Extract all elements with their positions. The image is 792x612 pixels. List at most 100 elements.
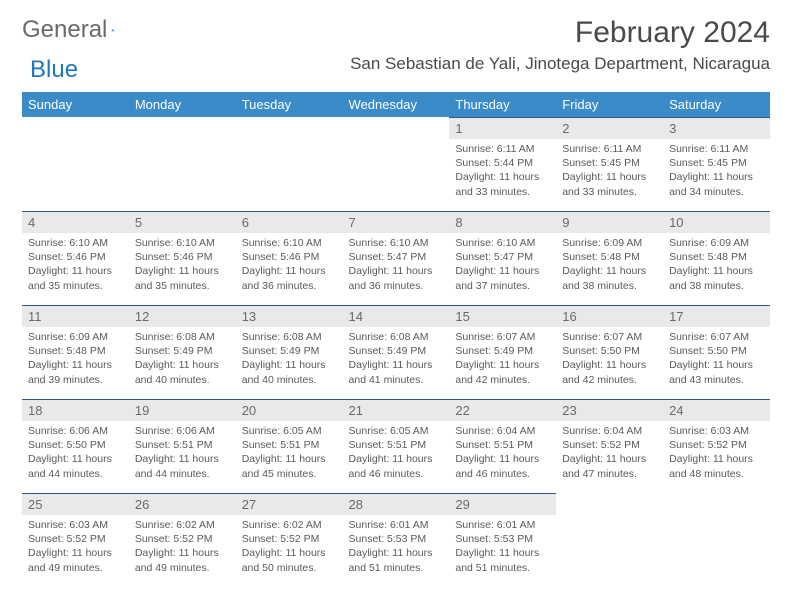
calendar-week-row: 25Sunrise: 6:03 AMSunset: 5:52 PMDayligh… — [22, 493, 770, 587]
calendar-day-cell: 10Sunrise: 6:09 AMSunset: 5:48 PMDayligh… — [663, 211, 770, 305]
daylight-line: Daylight: 11 hours and 43 minutes. — [669, 358, 764, 386]
sunrise-line: Sunrise: 6:10 AM — [455, 236, 550, 250]
calendar-day-cell: 13Sunrise: 6:08 AMSunset: 5:49 PMDayligh… — [236, 305, 343, 399]
calendar-day-cell: 19Sunrise: 6:06 AMSunset: 5:51 PMDayligh… — [129, 399, 236, 493]
daylight-line: Daylight: 11 hours and 33 minutes. — [455, 170, 550, 198]
calendar-day-cell: 7Sunrise: 6:10 AMSunset: 5:47 PMDaylight… — [343, 211, 450, 305]
calendar-day-cell: 21 Sunrise: 6:05 AMSunset: 5:51 PMDayligh… — [343, 399, 450, 493]
sunrise-line: Sunrise: 6:10 AM — [242, 236, 337, 250]
sunrise-line: Sunrise: 6:01 AM — [349, 518, 444, 532]
day-number: 25 — [22, 493, 129, 515]
sunset-line: Sunset: 5:50 PM — [28, 438, 123, 452]
sunset-line: Sunset: 5:46 PM — [242, 250, 337, 264]
sunrise-line: Sunrise: 6:06 AM — [135, 424, 230, 438]
day-number: 3 — [663, 117, 770, 139]
calendar-day-cell: 24Sunrise: 6:03 AMSunset: 5:52 PMDayligh… — [663, 399, 770, 493]
calendar-day-cell: 22Sunrise: 6:04 AMSunset: 5:51 PMDayligh… — [449, 399, 556, 493]
sunset-line: Sunset: 5:48 PM — [562, 250, 657, 264]
sunset-line: Sunset: 5:50 PM — [562, 344, 657, 358]
sunset-line: Sunset: 5:44 PM — [455, 156, 550, 170]
day-number: 13 — [236, 305, 343, 327]
daylight-line: Daylight: 11 hours and 51 minutes. — [349, 546, 444, 574]
calendar-day-cell: 2Sunrise: 6:11 AMSunset: 5:45 PMDaylight… — [556, 117, 663, 211]
daylight-line: Daylight: 11 hours and 38 minutes. — [669, 264, 764, 292]
sunrise-line: Sunrise: 6:05 AM — [349, 424, 444, 438]
day-content: Sunrise: 6:09 AMSunset: 5:48 PMDaylight:… — [22, 327, 129, 390]
day-number: 10 — [663, 211, 770, 233]
sunrise-line: Sunrise: 6:02 AM — [242, 518, 337, 532]
sunset-line: Sunset: 5:50 PM — [669, 344, 764, 358]
sunrise-line: Sunrise: 6:10 AM — [135, 236, 230, 250]
sunset-line: Sunset: 5:45 PM — [562, 156, 657, 170]
day-number: 15 — [449, 305, 556, 327]
sunset-line: Sunset: 5:49 PM — [135, 344, 230, 358]
sunset-line: Sunset: 5:47 PM — [455, 250, 550, 264]
calendar-day-cell: 3Sunrise: 6:11 AMSunset: 5:45 PMDaylight… — [663, 117, 770, 211]
daylight-line: Daylight: 11 hours and 35 minutes. — [28, 264, 123, 292]
sunset-line: Sunset: 5:49 PM — [242, 344, 337, 358]
sunset-line: Sunset: 5:49 PM — [349, 344, 444, 358]
day-content: Sunrise: 6:08 AMSunset: 5:49 PMDaylight:… — [343, 327, 450, 390]
day-content: Sunrise: 6:10 AMSunset: 5:46 PMDaylight:… — [129, 233, 236, 296]
calendar-day-cell: 27Sunrise: 6:02 AMSunset: 5:52 PMDayligh… — [236, 493, 343, 587]
location: San Sebastian de Yali, Jinotega Departme… — [350, 54, 770, 74]
day-number: 27 — [236, 493, 343, 515]
sunrise-line: Sunrise: 6:05 AM — [242, 424, 337, 438]
sunrise-line: Sunrise: 6:11 AM — [562, 142, 657, 156]
sunrise-line: Sunrise: 6:02 AM — [135, 518, 230, 532]
sunset-line: Sunset: 5:52 PM — [28, 532, 123, 546]
sunset-line: Sunset: 5:46 PM — [135, 250, 230, 264]
day-content: Sunrise: 6:08 AMSunset: 5:49 PMDaylight:… — [236, 327, 343, 390]
sunset-line: Sunset: 5:51 PM — [242, 438, 337, 452]
weekday-header: Monday — [129, 92, 236, 117]
day-number: 2 — [556, 117, 663, 139]
calendar-week-row: 1Sunrise: 6:11 AMSunset: 5:44 PMDaylight… — [22, 117, 770, 211]
calendar-day-cell: 11Sunrise: 6:09 AMSunset: 5:48 PMDayligh… — [22, 305, 129, 399]
day-number: 19 — [129, 399, 236, 421]
sunset-line: Sunset: 5:52 PM — [562, 438, 657, 452]
daylight-line: Daylight: 11 hours and 50 minutes. — [242, 546, 337, 574]
calendar-day-cell: 12Sunrise: 6:08 AMSunset: 5:49 PMDayligh… — [129, 305, 236, 399]
daylight-line: Daylight: 11 hours and 46 minutes. — [349, 452, 444, 480]
calendar-table: SundayMondayTuesdayWednesdayThursdayFrid… — [22, 92, 770, 587]
calendar-body: 1Sunrise: 6:11 AMSunset: 5:44 PMDaylight… — [22, 117, 770, 587]
day-number: 1 — [449, 117, 556, 139]
daylight-line: Daylight: 11 hours and 49 minutes. — [135, 546, 230, 574]
calendar-day-cell: 4Sunrise: 6:10 AMSunset: 5:46 PMDaylight… — [22, 211, 129, 305]
sunset-line: Sunset: 5:52 PM — [669, 438, 764, 452]
sunrise-line: Sunrise: 6:07 AM — [455, 330, 550, 344]
day-content: Sunrise: 6:09 AMSunset: 5:48 PMDaylight:… — [663, 233, 770, 296]
sunset-line: Sunset: 5:51 PM — [455, 438, 550, 452]
sunset-line: Sunset: 5:48 PM — [669, 250, 764, 264]
weekday-header: Tuesday — [236, 92, 343, 117]
day-content: Sunrise: 6:01 AMSunset: 5:53 PMDaylight:… — [449, 515, 556, 578]
day-number: 24 — [663, 399, 770, 421]
daylight-line: Daylight: 11 hours and 34 minutes. — [669, 170, 764, 198]
daylight-line: Daylight: 11 hours and 42 minutes. — [562, 358, 657, 386]
calendar-day-cell — [556, 493, 663, 587]
day-number: 21 — [343, 399, 450, 421]
calendar-day-cell — [22, 117, 129, 211]
weekday-header: Thursday — [449, 92, 556, 117]
sunset-line: Sunset: 5:51 PM — [349, 438, 444, 452]
calendar-day-cell — [129, 117, 236, 211]
daylight-line: Daylight: 11 hours and 45 minutes. — [242, 452, 337, 480]
daylight-line: Daylight: 11 hours and 44 minutes. — [28, 452, 123, 480]
calendar-day-cell: 8Sunrise: 6:10 AMSunset: 5:47 PMDaylight… — [449, 211, 556, 305]
day-number: 8 — [449, 211, 556, 233]
sunrise-line: Sunrise: 6:04 AM — [562, 424, 657, 438]
calendar-day-cell: 16Sunrise: 6:07 AMSunset: 5:50 PMDayligh… — [556, 305, 663, 399]
calendar-day-cell — [663, 493, 770, 587]
day-content: Sunrise: 6:04 AMSunset: 5:51 PMDaylight:… — [449, 421, 556, 484]
sunrise-line: Sunrise: 6:11 AM — [669, 142, 764, 156]
day-number: 12 — [129, 305, 236, 327]
daylight-line: Daylight: 11 hours and 36 minutes. — [242, 264, 337, 292]
sunrise-line: Sunrise: 6:10 AM — [349, 236, 444, 250]
calendar-week-row: 18Sunrise: 6:06 AMSunset: 5:50 PMDayligh… — [22, 399, 770, 493]
day-content: Sunrise: 6:11 AMSunset: 5:44 PMDaylight:… — [449, 139, 556, 202]
day-content: Sunrise: 6:08 AMSunset: 5:49 PMDaylight:… — [129, 327, 236, 390]
weekday-header: Sunday — [22, 92, 129, 117]
daylight-line: Daylight: 11 hours and 51 minutes. — [455, 546, 550, 574]
day-content: Sunrise: 6:10 AMSunset: 5:46 PMDaylight:… — [22, 233, 129, 296]
sunrise-line: Sunrise: 6:03 AM — [669, 424, 764, 438]
